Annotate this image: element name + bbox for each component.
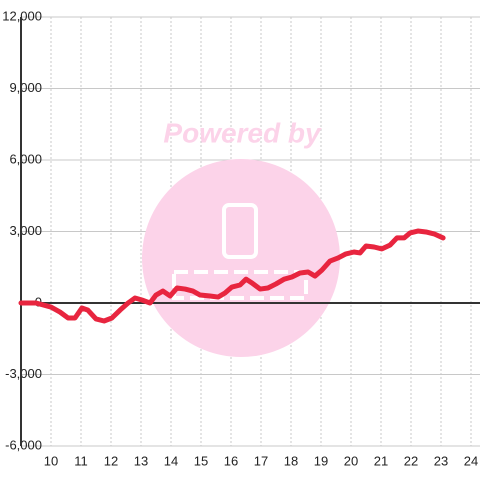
x-tick-label: 23 bbox=[434, 453, 448, 468]
x-tick-label: 13 bbox=[134, 453, 148, 468]
x-tick-label: 11 bbox=[74, 453, 88, 468]
watermark: Powered by bbox=[142, 117, 340, 357]
x-tick-label: 19 bbox=[314, 453, 328, 468]
x-tick-label: 24 bbox=[464, 453, 478, 468]
x-tick-label: 12 bbox=[104, 453, 118, 468]
watermark-icon bbox=[222, 203, 258, 259]
y-tick-label: -3,000 bbox=[5, 366, 42, 381]
y-tick-label: 12,000 bbox=[2, 8, 42, 23]
line-series bbox=[18, 228, 446, 324]
watermark-text: Powered by bbox=[163, 117, 322, 148]
y-tick-label: 6,000 bbox=[9, 151, 42, 166]
watermark-logo bbox=[172, 270, 308, 300]
y-tick-label: 9,000 bbox=[9, 80, 42, 95]
x-tick-label: 18 bbox=[284, 453, 298, 468]
x-tick-label: 20 bbox=[344, 453, 358, 468]
x-tick-label: 14 bbox=[164, 453, 178, 468]
y-tick-label: -6,000 bbox=[5, 437, 42, 452]
x-tick-label: 17 bbox=[254, 453, 268, 468]
x-tick-label: 21 bbox=[374, 453, 388, 468]
x-tick-label: 15 bbox=[194, 453, 208, 468]
y-tick-label: 3,000 bbox=[9, 223, 42, 238]
x-tick-label: 22 bbox=[404, 453, 418, 468]
x-tick-label: 10 bbox=[44, 453, 58, 468]
x-tick-label: 16 bbox=[224, 453, 238, 468]
